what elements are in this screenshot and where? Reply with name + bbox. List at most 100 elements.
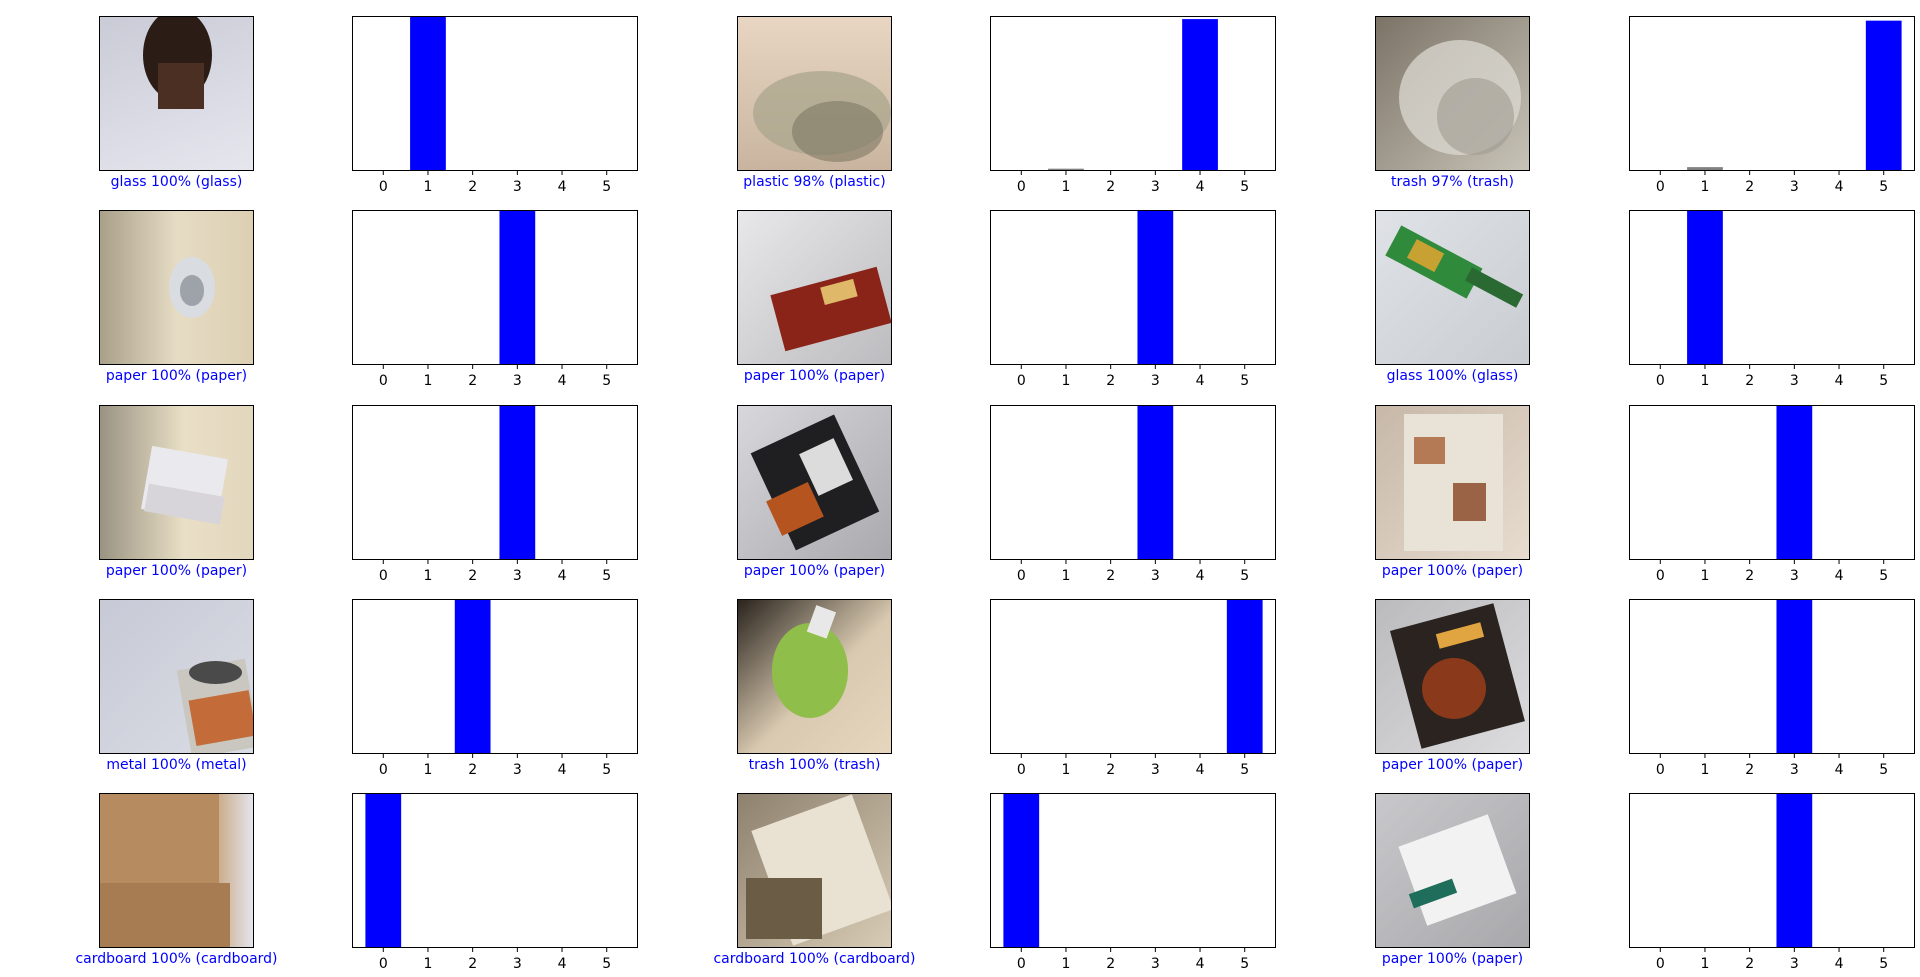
x-tick-label: 1 — [424, 179, 433, 195]
x-tick-label: 0 — [1017, 956, 1026, 972]
photo-shape — [100, 794, 219, 886]
x-tick-label: 2 — [1745, 568, 1754, 584]
photo-shape — [772, 623, 849, 718]
x-tick-label: 3 — [513, 373, 522, 389]
x-tick-label: 5 — [1240, 762, 1249, 778]
x-tick-label: 1 — [1701, 762, 1710, 778]
x-tick-label: 1 — [1701, 373, 1710, 389]
photo-shape — [771, 267, 892, 352]
photo-shape — [188, 690, 254, 746]
x-tick-label: 5 — [1240, 956, 1249, 972]
x-tick-label: 0 — [1656, 762, 1665, 778]
bar-class-3 — [1776, 793, 1812, 948]
bar-class-0 — [365, 793, 401, 948]
x-tick-label: 0 — [1656, 373, 1665, 389]
probability-bar-chart: 0 1 2 3 4 5 — [1629, 16, 1915, 197]
x-tick-label: 5 — [602, 762, 611, 778]
x-tick-label: 2 — [1745, 373, 1754, 389]
probability-bar-chart: 0 1 2 3 4 5 — [1629, 599, 1915, 780]
photo-shape — [746, 878, 823, 939]
x-tick-label: 3 — [513, 956, 522, 972]
bar-class-1 — [1687, 210, 1723, 365]
x-tick-label: 5 — [1879, 956, 1888, 972]
x-tick-label: 4 — [1196, 568, 1205, 584]
probability-bar-chart: 0 1 2 3 4 5 — [352, 599, 638, 780]
x-tick-label: 5 — [602, 373, 611, 389]
axes-frame — [353, 406, 638, 560]
x-tick-label: 2 — [468, 179, 477, 195]
x-tick-label: 4 — [558, 762, 567, 778]
x-tick-label: 5 — [1240, 179, 1249, 195]
photo-shape — [189, 661, 243, 684]
x-tick-label: 1 — [1062, 956, 1071, 972]
axes-frame — [991, 211, 1276, 365]
food-magazine-photo — [1375, 599, 1530, 754]
prediction-label: paper 100% (paper) — [47, 368, 307, 384]
bar-class-3 — [1776, 599, 1812, 754]
axes-frame — [1630, 600, 1915, 754]
photo-shape — [1422, 658, 1486, 719]
bar-class-3 — [499, 405, 535, 560]
x-tick-label: 2 — [468, 956, 477, 972]
probability-bar-chart: 0 1 2 3 4 5 — [352, 793, 638, 974]
probability-bar-chart: 0 1 2 3 4 5 — [1629, 793, 1915, 974]
x-tick-label: 3 — [1790, 762, 1799, 778]
folded-paper-photo — [99, 405, 254, 560]
x-tick-label: 4 — [1196, 179, 1205, 195]
photo-shape — [1453, 483, 1487, 521]
x-tick-label: 4 — [558, 373, 567, 389]
x-tick-label: 3 — [1151, 179, 1160, 195]
probability-bar-chart: 0 1 2 3 4 5 — [990, 793, 1276, 974]
x-tick-label: 0 — [1656, 179, 1665, 195]
x-tick-label: 4 — [558, 568, 567, 584]
x-tick-label: 1 — [1062, 762, 1071, 778]
x-tick-label: 4 — [1835, 568, 1844, 584]
x-tick-label: 0 — [379, 568, 388, 584]
x-tick-label: 4 — [1196, 956, 1205, 972]
prediction-label: trash 100% (trash) — [685, 757, 945, 773]
prediction-label: paper 100% (paper) — [685, 368, 945, 384]
x-tick-label: 0 — [379, 373, 388, 389]
probability-bar-chart: 0 1 2 3 4 5 — [990, 405, 1276, 586]
x-tick-label: 0 — [1656, 568, 1665, 584]
prediction-label: cardboard 100% (cardboard) — [685, 951, 945, 967]
x-tick-label: 1 — [424, 762, 433, 778]
x-tick-label: 4 — [1196, 762, 1205, 778]
prediction-label: paper 100% (paper) — [685, 563, 945, 579]
photo-shape — [100, 883, 230, 947]
x-tick-label: 5 — [602, 956, 611, 972]
prediction-label: cardboard 100% (cardboard) — [47, 951, 307, 967]
x-tick-label: 2 — [1745, 179, 1754, 195]
photo-shape — [180, 275, 204, 306]
x-tick-label: 0 — [379, 179, 388, 195]
pouch-photo — [737, 599, 892, 754]
x-tick-label: 3 — [1151, 568, 1160, 584]
prediction-label: metal 100% (metal) — [47, 757, 307, 773]
bar-class-1 — [410, 16, 446, 171]
cardboard-piece-photo — [737, 793, 892, 948]
x-tick-label: 4 — [558, 179, 567, 195]
axes-frame — [1630, 794, 1915, 948]
x-tick-label: 5 — [1879, 568, 1888, 584]
photo-shape — [1398, 814, 1516, 926]
x-tick-label: 0 — [1017, 762, 1026, 778]
x-tick-label: 3 — [1790, 956, 1799, 972]
photo-shape — [1414, 437, 1445, 465]
x-tick-label: 2 — [468, 373, 477, 389]
bar-class-4 — [1182, 19, 1218, 171]
probability-bar-chart: 0 1 2 3 4 5 — [352, 16, 638, 197]
axes-frame — [991, 406, 1276, 560]
x-tick-label: 1 — [1062, 179, 1071, 195]
x-tick-label: 4 — [558, 956, 567, 972]
axes-frame — [353, 17, 638, 171]
packaging-photo — [737, 405, 892, 560]
probability-bar-chart: 0 1 2 3 4 5 — [352, 405, 638, 586]
x-tick-label: 1 — [424, 373, 433, 389]
x-tick-label: 5 — [1240, 373, 1249, 389]
prediction-label: paper 100% (paper) — [1323, 563, 1583, 579]
metal-can-photo — [99, 599, 254, 754]
probability-bar-chart: 0 1 2 3 4 5 — [990, 210, 1276, 391]
x-tick-label: 2 — [1745, 762, 1754, 778]
x-tick-label: 0 — [1656, 956, 1665, 972]
x-tick-label: 1 — [424, 568, 433, 584]
